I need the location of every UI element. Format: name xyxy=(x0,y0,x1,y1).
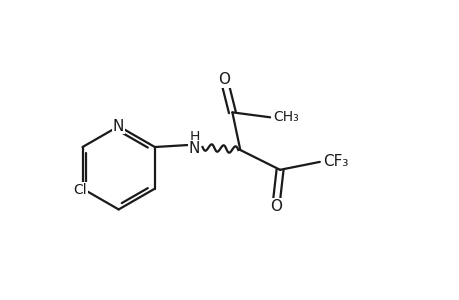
Text: CH₃: CH₃ xyxy=(273,110,298,124)
Text: N: N xyxy=(113,119,124,134)
Text: Cl: Cl xyxy=(73,183,87,196)
Text: O: O xyxy=(218,72,230,87)
Text: CF₃: CF₃ xyxy=(322,154,347,169)
Text: H: H xyxy=(189,130,199,144)
Text: N: N xyxy=(189,140,200,155)
Text: O: O xyxy=(269,199,281,214)
